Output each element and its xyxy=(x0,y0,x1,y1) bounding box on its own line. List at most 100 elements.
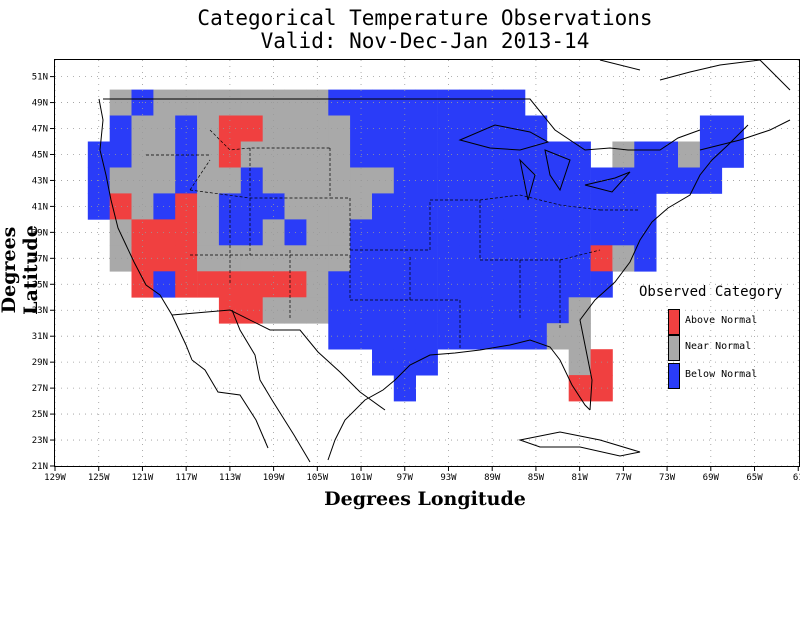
legend-label-near: Near Normal xyxy=(685,341,752,352)
x-tick-label: 113W xyxy=(219,473,241,483)
map-cell xyxy=(109,167,132,194)
y-tick-label: 47N xyxy=(32,125,48,135)
canada-coast xyxy=(599,59,791,151)
x-tick-label: 73W xyxy=(659,473,676,483)
map-cell xyxy=(459,167,482,194)
map-cell xyxy=(678,141,701,168)
map-cell xyxy=(328,245,351,272)
map-cell xyxy=(240,245,263,272)
map-cell xyxy=(459,89,482,116)
map-cell xyxy=(568,193,591,220)
map-cell xyxy=(197,115,220,142)
map-cell xyxy=(415,141,438,168)
map-cell xyxy=(699,115,723,142)
map-cell xyxy=(393,219,416,246)
legend-label-below: Below Normal xyxy=(685,369,758,380)
map-cell xyxy=(372,245,395,272)
map-cell xyxy=(306,219,329,246)
map-title-line1: Categorical Temperature Observations xyxy=(197,6,653,30)
map-cell xyxy=(612,193,635,220)
map-cell xyxy=(415,193,438,220)
x-tick-label: 117W xyxy=(175,473,197,483)
map-cell xyxy=(131,115,154,142)
map-cell xyxy=(262,193,285,220)
map-cell xyxy=(568,297,591,324)
map-cell xyxy=(415,89,438,116)
map-cell xyxy=(87,193,110,220)
legend-swatch-near xyxy=(668,335,680,361)
y-tick-label: 29N xyxy=(32,358,48,368)
map-cell xyxy=(546,193,569,220)
legend-label-above: Above Normal xyxy=(685,315,758,326)
map-cell xyxy=(568,271,591,298)
x-tick-label: 89W xyxy=(484,473,501,483)
legend-title: Observed Category xyxy=(639,284,783,300)
map-cell xyxy=(306,193,329,220)
map-cell xyxy=(328,115,351,142)
map-cell xyxy=(372,219,395,246)
map-cell xyxy=(503,89,526,116)
map-cell xyxy=(328,141,351,168)
map-cell xyxy=(459,297,482,324)
y-axis-label: Degrees Latitude xyxy=(0,225,42,315)
map-cell xyxy=(175,193,198,220)
y-tick-label: 31N xyxy=(32,332,48,342)
map-cell xyxy=(437,297,460,324)
map-cell xyxy=(372,323,395,350)
x-tick-label: 61 xyxy=(793,473,800,483)
great-lakes xyxy=(458,124,631,201)
canada-border xyxy=(103,98,701,151)
map-cell xyxy=(153,271,176,298)
map-cell xyxy=(109,193,132,220)
map-cell xyxy=(262,115,285,142)
map-cell xyxy=(393,297,416,324)
map-cell xyxy=(437,219,460,246)
map-cell xyxy=(197,271,220,298)
map-cell xyxy=(415,245,438,272)
map-cell xyxy=(109,245,132,272)
map-cell xyxy=(568,375,591,402)
map-cell xyxy=(678,167,701,194)
map-cell xyxy=(459,245,482,272)
map-cell xyxy=(393,141,416,168)
y-tick-label: 45N xyxy=(32,150,48,160)
map-cell xyxy=(481,193,504,220)
map-cell xyxy=(546,245,569,272)
x-tick-label: 85W xyxy=(528,473,545,483)
y-tick-label: 27N xyxy=(32,384,48,394)
map-cell xyxy=(415,297,438,324)
map-cell xyxy=(393,349,416,376)
map-cell xyxy=(721,141,744,168)
map-cell xyxy=(240,89,263,116)
map-cell xyxy=(568,219,591,246)
map-cell xyxy=(481,115,504,142)
map-cell xyxy=(197,245,220,272)
map-cell xyxy=(525,193,548,220)
map-cell xyxy=(197,89,220,116)
map-cell xyxy=(481,141,504,168)
map-cell xyxy=(109,219,132,246)
map-cell xyxy=(372,89,395,116)
map-cell xyxy=(306,271,329,298)
map-cell xyxy=(109,141,132,168)
map-cell xyxy=(393,115,416,142)
map-cell xyxy=(153,89,176,116)
y-tick-label: 21N xyxy=(32,462,48,472)
map-cell xyxy=(109,115,132,142)
y-axis-ticks: 21N 23N 25N 27N 29N 31N 33N 35N 37N 39N 41N 43N 45N 4… xyxy=(32,73,55,472)
y-tick-label: 33N xyxy=(32,306,48,316)
map-cell xyxy=(612,141,635,168)
map-cell xyxy=(153,167,176,194)
y-tick-label: 23N xyxy=(32,436,48,446)
map-cell xyxy=(415,349,438,376)
map-cell xyxy=(131,219,154,246)
atlantic-coastline xyxy=(579,124,749,411)
map-cell xyxy=(459,219,482,246)
x-axis-ticks: 129W 125W 121W 117W 113W 109W 105W 101W 97W 93W 89… xyxy=(44,466,800,483)
x-tick-label: 121W xyxy=(132,473,154,483)
y-tick-label: 43N xyxy=(32,176,48,186)
x-tick-label: 77W xyxy=(615,473,632,483)
x-axis-label: Degrees Longitude xyxy=(324,488,526,510)
legend-swatch-above xyxy=(668,309,680,335)
